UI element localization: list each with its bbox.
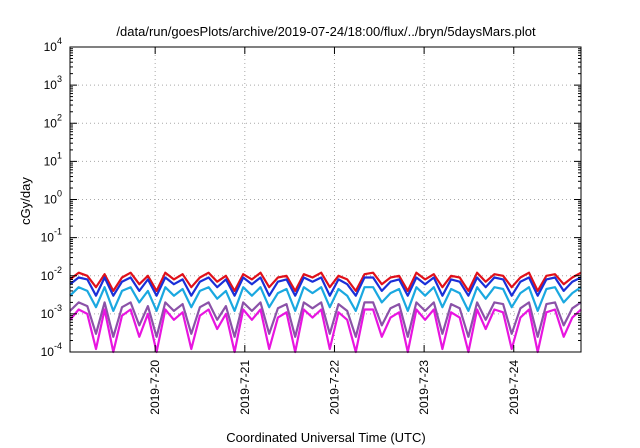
y-tick-label: 10-2 [41,265,62,283]
series-line-4 [69,301,582,338]
x-axis-label: Coordinated Universal Time (UTC) [226,430,425,445]
x-tick-label: 2019-7-22 [327,360,341,415]
y-axis: 10-4 10-3 10-2 10-1 100 101 102 103 104 [41,36,581,359]
y-tick-label: 100 [44,189,62,207]
chart-title: /data/run/goesPlots/archive/2019-07-24/1… [116,24,536,39]
y-tick-label: 10-4 [41,341,62,359]
y-tick-label: 101 [44,150,62,168]
x-axis: 2019-7-20 2019-7-21 2019-7-22 2019-7-23 2019… [148,47,521,415]
x-tick-label: 2019-7-23 [417,360,431,415]
x-tick-label: 2019-7-24 [507,360,521,415]
x-tick-label: 2019-7-20 [148,360,162,415]
series-line-1 [69,271,582,292]
y-tick-label: 103 [44,74,62,92]
series-line-3 [69,286,582,312]
y-axis-label: cGy/day [18,177,33,225]
series-line-2 [69,276,582,297]
y-tick-label: 104 [44,36,62,54]
y-tick-label: 102 [44,112,62,130]
x-tick-label: 2019-7-21 [238,360,252,415]
y-tick-label: 10-1 [41,227,62,245]
series-group [69,271,582,354]
grid [70,47,581,352]
y-tick-label: 10-3 [41,303,62,321]
